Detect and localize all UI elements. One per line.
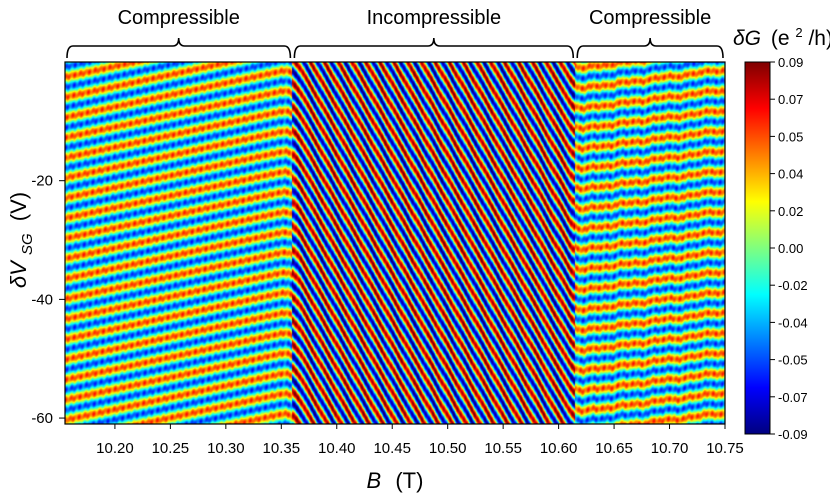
heatmap-image: [65, 62, 725, 424]
y-tick-label: -20: [31, 173, 53, 190]
y-axis-title-unit: (V): [6, 192, 31, 221]
plot-frame: [64, 61, 726, 425]
heatmap-plot-area: [65, 62, 725, 424]
x-axis-title: B (T): [367, 468, 424, 493]
x-tick-label: 10.75: [706, 440, 744, 457]
region-brace: [66, 37, 292, 59]
region-label: Compressible: [118, 7, 240, 29]
region-braces: Compressible Incompressible Compressible: [66, 7, 724, 59]
colorbar-tick-label: -0.07: [778, 390, 808, 405]
colorbar-tick-label: 0.05: [778, 129, 803, 144]
colorbar-ticks: 0.09 0.07 0.05 0.04 0.02 0.00 -0.02 -0.04 -0.05 -…: [770, 55, 808, 442]
colorbar-title-unit-open: (e: [771, 27, 790, 50]
y-axis-title-symbol: δV: [6, 259, 31, 288]
y-tick-label: -60: [31, 410, 53, 427]
region-label: Compressible: [589, 7, 711, 29]
y-tick-label: -40: [31, 291, 53, 308]
x-axis-ticks: 10.20 10.25 10.30 10.35 10.40 10.45 10.50 10.55…: [96, 424, 744, 457]
y-axis-title-subscript: SG: [19, 233, 36, 255]
colorbar: [744, 61, 771, 435]
region-brace: [293, 37, 575, 59]
colorbar-tick-label: 0.09: [778, 55, 803, 70]
colorbar-title-symbol: δG: [733, 27, 761, 50]
colorbar-title-unit-sup: 2: [795, 25, 802, 40]
x-tick-label: 10.25: [152, 440, 190, 457]
colorbar-tick-label: 0.04: [778, 167, 803, 182]
colorbar-tick-label: -0.02: [778, 278, 808, 293]
colorbar-tick-label: -0.09: [778, 427, 808, 442]
region-label: Incompressible: [367, 7, 502, 29]
colorbar-tick-label: 0.07: [778, 92, 803, 107]
colorbar-tick-label: -0.04: [778, 315, 808, 330]
x-tick-label: 10.20: [96, 440, 134, 457]
x-tick-label: 10.70: [651, 440, 689, 457]
region-brace: [576, 37, 724, 59]
x-tick-label: 10.45: [373, 440, 411, 457]
x-tick-label: 10.65: [595, 440, 633, 457]
colorbar-tick-label: 0.02: [778, 204, 803, 219]
x-tick-label: 10.35: [263, 440, 301, 457]
colorbar-tick-label: 0.00: [778, 241, 803, 256]
colorbar-title-unit-close: /h): [808, 27, 830, 50]
x-axis-title-unit: (T): [395, 468, 423, 493]
colorbar-tick-label: -0.05: [778, 353, 808, 368]
x-tick-label: 10.55: [484, 440, 522, 457]
y-axis-title: δV SG (V): [6, 192, 37, 288]
x-axis-title-symbol: B: [367, 468, 382, 493]
x-tick-label: 10.30: [207, 440, 245, 457]
x-tick-label: 10.40: [318, 440, 356, 457]
x-tick-label: 10.60: [540, 440, 578, 457]
y-axis-ticks: -20 -40 -60: [31, 173, 65, 427]
colorbar-title: δG (e 2 /h): [733, 19, 830, 50]
x-tick-label: 10.50: [429, 440, 467, 457]
